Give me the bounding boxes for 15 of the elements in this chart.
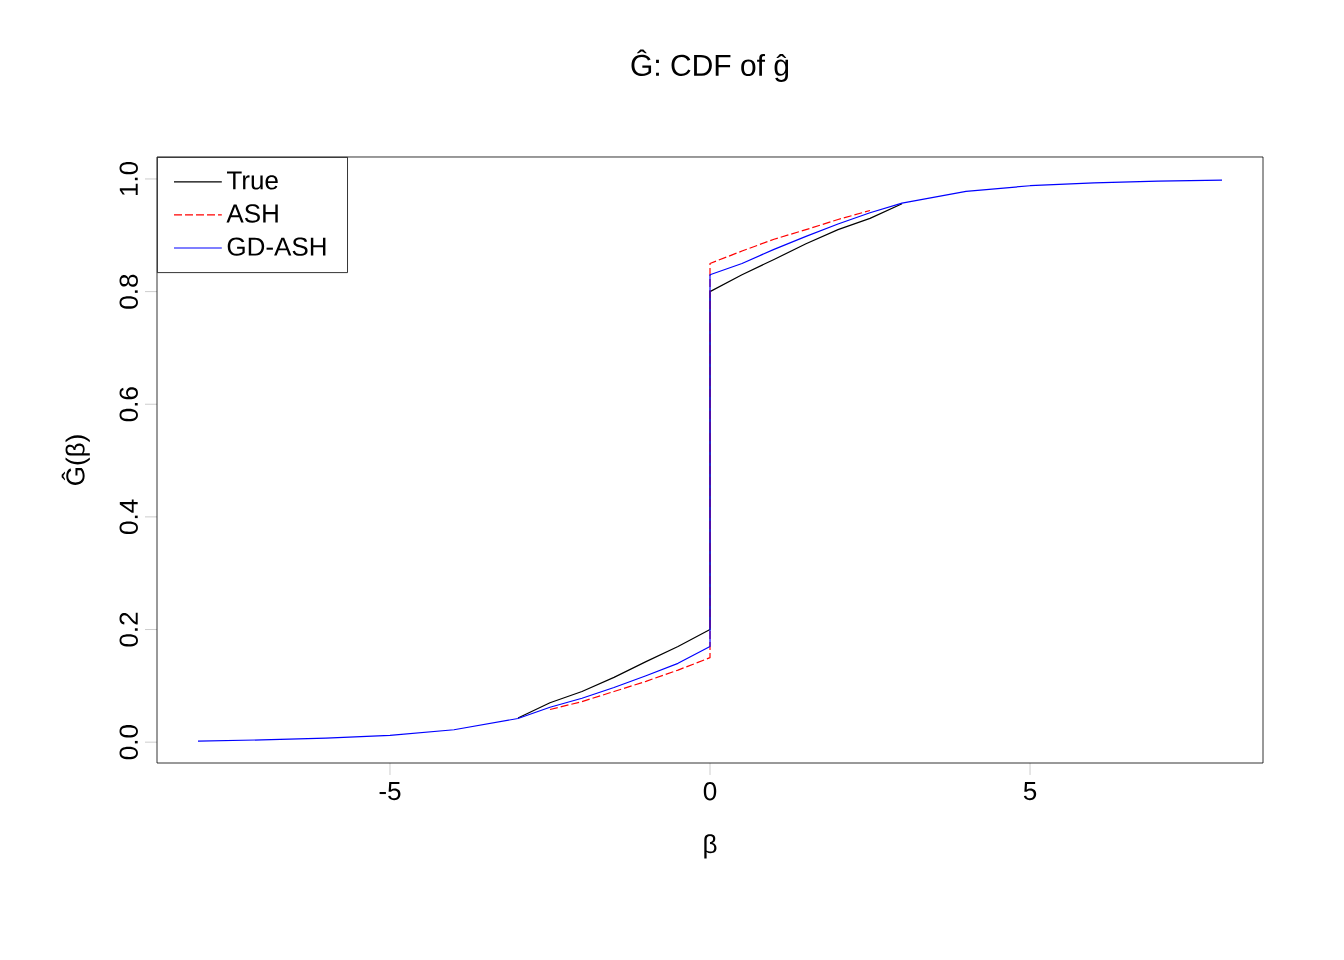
x-tick-label: 5 [1023, 782, 1037, 801]
y-tick-label: 0.6 [119, 387, 138, 422]
y-tick-label: 0.2 [119, 612, 138, 647]
y-axis-title: Ĝ(β) [61, 435, 90, 485]
y-tick-label: 0.0 [119, 725, 138, 760]
legend-label: True [227, 171, 278, 190]
y-tick-label: 1.0 [119, 161, 138, 196]
legend-label: GD-ASH [227, 237, 326, 256]
y-tick-label: 0.4 [119, 499, 138, 534]
x-tick-label: -5 [379, 782, 401, 801]
x-tick-label: 0 [703, 782, 717, 801]
chart-title: Ĝ: CDF of ĝ [631, 49, 789, 82]
legend-label: ASH [226, 204, 278, 223]
y-tick-label: 0.8 [119, 274, 138, 309]
x-axis-title: β [704, 834, 717, 859]
